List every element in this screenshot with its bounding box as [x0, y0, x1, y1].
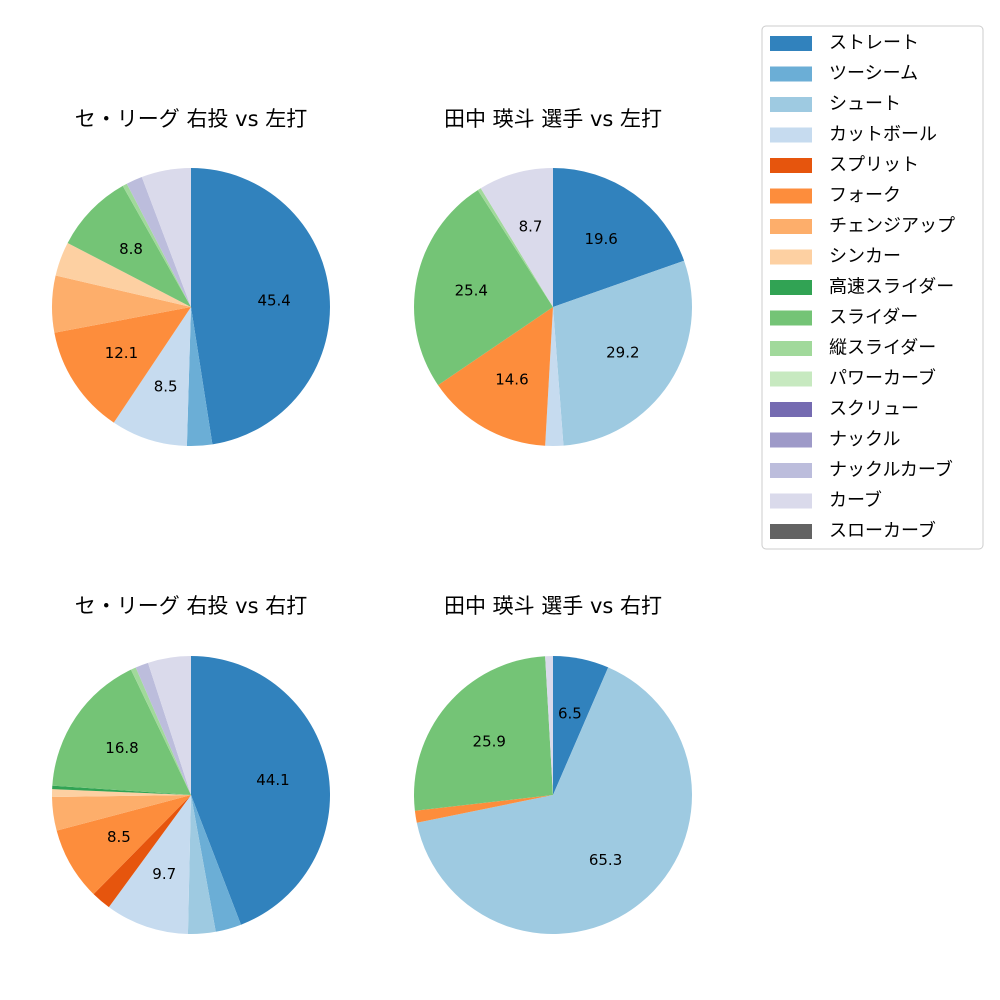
- legend-label: ナックル: [829, 429, 900, 450]
- slice-label: 65.3: [589, 851, 622, 869]
- legend-label: 高速スライダー: [829, 277, 954, 298]
- pie-slice: [51, 789, 191, 797]
- pie-slice: [191, 168, 330, 445]
- pie-slice: [416, 667, 692, 934]
- pie-slice: [55, 242, 191, 307]
- legend-label: スローカーブ: [829, 520, 936, 542]
- pie-slice: [545, 307, 564, 447]
- pie-slice: [51, 275, 191, 333]
- pie-slice: [191, 795, 241, 932]
- legend-swatch: [770, 493, 812, 509]
- legend-swatch: [770, 402, 812, 417]
- pie-slice: [122, 183, 191, 307]
- legend-label: ツーシーム: [829, 63, 918, 84]
- slice-label: 29.2: [606, 344, 639, 362]
- legend-label: スライダー: [829, 307, 918, 328]
- slice-label: 8.5: [154, 377, 178, 395]
- pie-slice: [52, 795, 191, 831]
- pie-slice: [414, 656, 553, 811]
- legend-label: スプリット: [829, 155, 919, 176]
- legend-label: フォーク: [829, 185, 901, 206]
- pie-slice: [67, 185, 191, 307]
- pie-chart-2: 田中 瑛斗 選手 vs 左打 19.6 29.2 14.6 25.4 8.7: [414, 107, 693, 447]
- pie-slice: [438, 307, 553, 446]
- pie-slice: [54, 307, 191, 423]
- slice-label: 19.6: [584, 230, 617, 248]
- slice-label: 45.4: [257, 292, 290, 310]
- pie-slice: [553, 656, 609, 795]
- legend-swatch: [770, 463, 812, 478]
- slice-label: 6.5: [558, 704, 582, 722]
- legend-swatch: [770, 158, 812, 173]
- pie-slice: [186, 307, 213, 447]
- slice-label: 8.7: [519, 218, 543, 236]
- legend-label: ストレート: [829, 33, 919, 54]
- pie-slice: [93, 795, 191, 908]
- pie-chart-1: セ・リーグ 右投 vs 左打 45.4 8.5 12.1 8.8: [51, 107, 330, 447]
- legend-swatch: [770, 280, 812, 295]
- legend-swatch: [770, 371, 812, 387]
- slice-label: 14.6: [495, 371, 528, 389]
- legend-frame: [761, 25, 984, 550]
- slice-label: 25.4: [455, 281, 488, 299]
- pie-slice: [187, 795, 216, 935]
- legend-label: 縦スライダー: [829, 338, 936, 359]
- pie-slice: [113, 307, 191, 446]
- legend-label: スクリュー: [829, 399, 919, 420]
- legend-swatch: [770, 127, 812, 143]
- pie-slice: [553, 168, 685, 307]
- legend-swatch: [770, 219, 812, 234]
- pie-slice: [191, 656, 331, 925]
- legend-swatch: [770, 36, 812, 51]
- pie-slice: [130, 667, 191, 795]
- legend-swatch: [770, 524, 812, 539]
- pie-slice: [108, 795, 191, 934]
- legend-label: カットボール: [829, 124, 937, 145]
- legend-swatch: [770, 188, 812, 204]
- pie-slice: [545, 656, 553, 795]
- pie-slice: [56, 795, 191, 895]
- legend-label: シンカー: [829, 246, 901, 267]
- slice-label: 44.1: [256, 771, 289, 789]
- legend-label: パワーカーブ: [829, 367, 936, 389]
- pie-slice: [414, 190, 553, 386]
- legend-swatch: [770, 97, 812, 112]
- legend-swatch: [770, 432, 812, 448]
- slice-label: 12.1: [105, 344, 138, 362]
- chart-title: セ・リーグ 右投 vs 右打: [75, 594, 307, 618]
- slice-label: 25.9: [473, 732, 506, 750]
- pie-slice: [553, 260, 693, 446]
- chart-title: 田中 瑛斗 選手 vs 左打: [444, 107, 662, 131]
- chart-title: 田中 瑛斗 選手 vs 右打: [444, 594, 662, 618]
- pie-slice: [126, 177, 191, 307]
- slice-label: 9.7: [152, 865, 176, 883]
- pie-slice: [52, 785, 191, 795]
- pie-slice: [414, 795, 553, 823]
- pie-slice: [141, 168, 191, 307]
- pie-slice: [148, 656, 191, 795]
- legend: ストレートツーシームシュートカットボールスプリットフォークチェンジアップシンカー…: [761, 25, 984, 550]
- slice-label: 8.5: [107, 828, 131, 846]
- legend-label: カーブ: [829, 489, 882, 511]
- pie-slice: [135, 662, 191, 795]
- legend-swatch: [770, 310, 812, 326]
- legend-label: ナックルカーブ: [829, 459, 953, 481]
- pie-chart-4: 田中 瑛斗 選手 vs 右打 6.5 65.3 25.9: [414, 594, 692, 934]
- legend-swatch: [770, 341, 812, 356]
- pie-slice: [52, 669, 191, 795]
- chart-title: セ・リーグ 右投 vs 左打: [75, 107, 307, 131]
- legend-swatch: [770, 66, 812, 82]
- legend-swatch: [770, 249, 812, 265]
- slice-label: 16.8: [105, 739, 138, 757]
- pie-slice: [477, 188, 553, 307]
- legend-label: シュート: [829, 94, 901, 115]
- slice-label: 8.8: [119, 240, 143, 258]
- pie-slice: [480, 168, 553, 307]
- legend-label: チェンジアップ: [829, 216, 955, 237]
- pie-chart-3: セ・リーグ 右投 vs 右打 44.1 9.7 8.5 16.8: [51, 594, 331, 935]
